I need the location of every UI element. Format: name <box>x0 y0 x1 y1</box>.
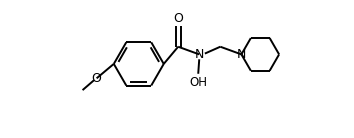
Text: O: O <box>173 12 183 25</box>
Text: N: N <box>237 48 246 61</box>
Text: O: O <box>92 72 102 85</box>
Text: N: N <box>195 48 204 61</box>
Text: OH: OH <box>189 76 207 89</box>
